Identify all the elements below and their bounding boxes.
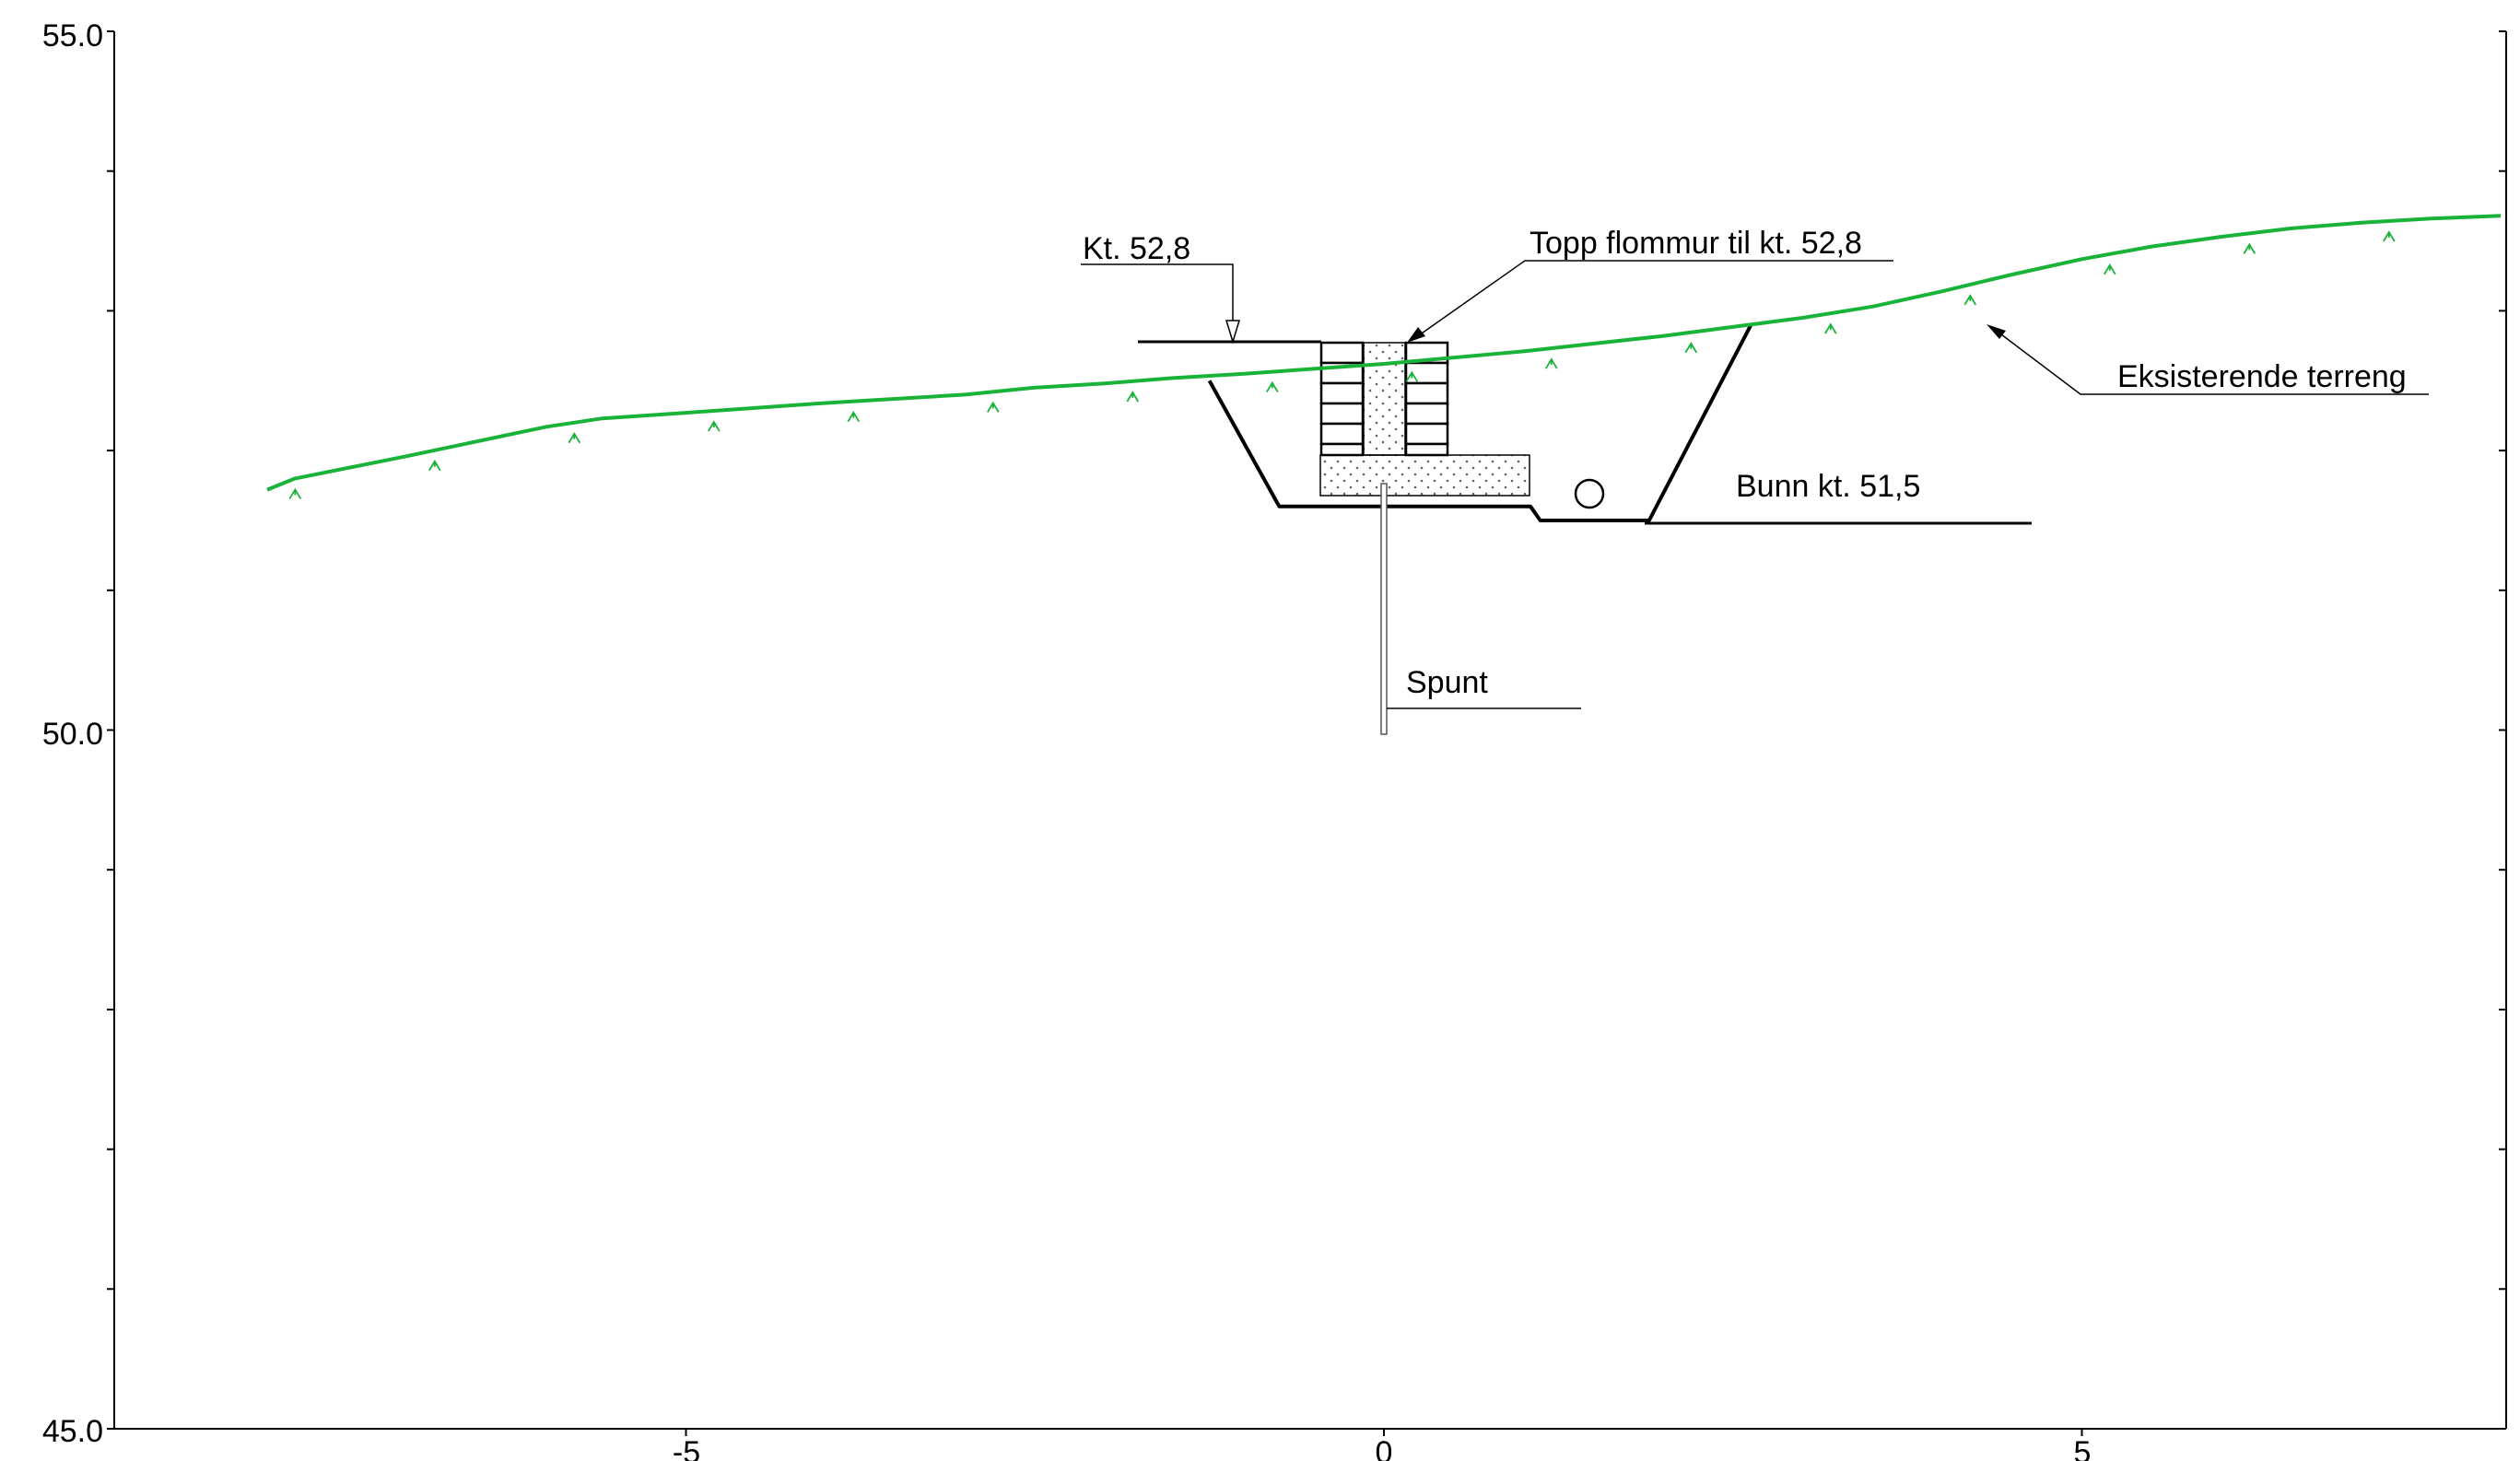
kt-level-arrowhead — [1225, 320, 1241, 345]
terrain-symbol — [568, 432, 581, 444]
drain-pipe — [1574, 478, 1605, 509]
annotation-sheet-pile: Spunt — [1387, 665, 1581, 709]
annotation-kt-level: Kt. 52,8 — [1081, 231, 1241, 345]
kt-level-leader — [1081, 263, 1234, 329]
terrain-symbol — [2104, 263, 2116, 275]
terrain-symbols — [288, 230, 2396, 499]
kt-level-label: Kt. 52,8 — [1083, 231, 1190, 266]
top-flood-wall-leader — [1418, 260, 1893, 336]
terrain-symbol — [1963, 294, 1977, 306]
x-tick-label: -5 — [673, 1435, 700, 1461]
terrain-symbol — [1126, 391, 1140, 403]
terrain-symbol — [1824, 322, 1837, 334]
top-flood-wall-label: Topp flommur til kt. 52,8 — [1530, 226, 1862, 261]
axes — [113, 31, 2507, 1430]
existing-terrain-label: Eksisterende terreng — [2117, 359, 2407, 394]
existing-terrain-arrowhead — [1987, 324, 2006, 339]
flood-wall-stem — [1363, 342, 1406, 456]
y-tick-label: 50.0 — [42, 717, 103, 752]
terrain-symbol — [2383, 230, 2396, 242]
minor-ticks — [107, 30, 2506, 1436]
annotation-existing-terrain: Eksisterende terreng — [1987, 324, 2429, 395]
terrain-symbol — [987, 401, 1000, 413]
terrain-symbol — [428, 460, 441, 472]
terrain-symbol — [1684, 342, 1698, 354]
tick-labels: -5 0 5 45.0 50.0 55.0 — [42, 18, 2092, 1461]
existing-terrain-line — [266, 214, 2502, 492]
annotation-top-flood-wall: Topp flommur til kt. 52,8 — [1407, 226, 1893, 343]
x-tick-label: 5 — [2074, 1435, 2092, 1461]
bottom-level-label: Bunn kt. 51,5 — [1736, 469, 1920, 504]
block-stack-left — [1319, 341, 1365, 457]
y-tick-label: 45.0 — [42, 1414, 103, 1449]
block-stack-right — [1404, 341, 1449, 457]
excavation-profile-line — [1207, 323, 1753, 522]
y-tick-label: 55.0 — [42, 18, 103, 53]
terrain-symbol — [708, 420, 721, 432]
sheet-pile — [1380, 483, 1388, 735]
x-tick-label: 0 — [1376, 1435, 1393, 1461]
terrain-symbol — [1545, 357, 1558, 369]
terrain-symbol — [2243, 242, 2256, 254]
top-flood-wall-arrowhead — [1407, 327, 1425, 343]
flood-wall-footing — [1319, 454, 1530, 497]
terrain-symbol — [847, 410, 861, 423]
sheet-pile-label: Spunt — [1406, 665, 1488, 700]
existing-terrain-leader — [1997, 331, 2429, 395]
terrain-symbol — [288, 487, 302, 499]
terrain-symbol — [1266, 380, 1279, 393]
terrain-symbol — [1405, 370, 1419, 382]
